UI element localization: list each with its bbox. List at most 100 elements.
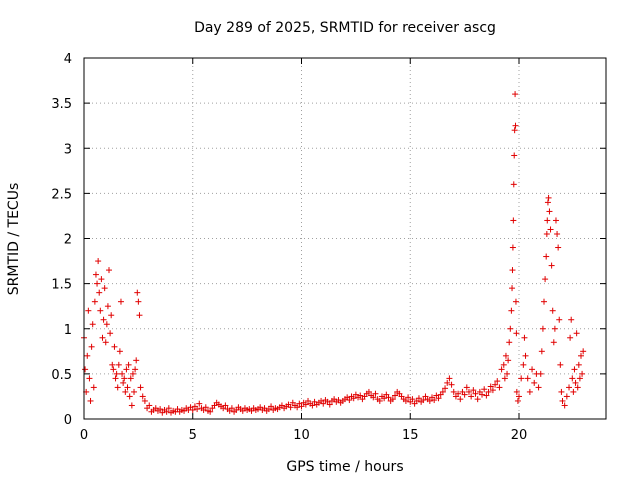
data-point [165,405,172,412]
data-point [509,285,516,292]
ticks: 0 5 10 15 20 0 0.5 1 1.5 2 2.5 3 3.5 4 [51,52,606,443]
y-tick-label: 3 [64,142,72,157]
data-point [512,298,519,305]
data-point [568,316,575,323]
data-point [511,152,518,159]
data-point [531,379,538,386]
data-point [372,390,379,397]
data-point [189,406,196,413]
chart-title: Day 289 of 2025, SRMTID for receiver asc… [194,20,496,36]
data-point [298,403,305,410]
data-point [431,397,438,404]
data-point [487,383,494,390]
data-point [566,384,573,391]
y-tick-label: 3.5 [51,97,72,112]
data-point [132,366,139,373]
data-point [409,396,416,403]
data-point [346,397,353,404]
data-point [228,405,235,412]
data-point [86,375,93,382]
data-point [510,181,517,188]
x-tick-label: 5 [189,428,197,443]
data-point [207,408,214,415]
data-point [521,334,528,341]
data-point [556,316,563,323]
data-point [513,388,520,395]
data-point [506,339,513,346]
data-point [113,370,120,377]
data-point [95,258,102,265]
data-point [559,397,566,404]
data-point [103,321,110,328]
data-point [543,230,550,237]
data-point [97,307,104,314]
y-tick-label: 0 [64,413,72,428]
data-point [546,208,553,215]
data-point [570,388,577,395]
data-point [302,401,309,408]
x-tick-label: 20 [511,428,528,443]
data-point [136,312,143,319]
data-point [509,244,516,251]
data-point [558,388,565,395]
data-point [507,325,514,332]
data-point [88,343,95,350]
data-point [135,298,142,305]
data-point [120,379,127,386]
data-point [577,352,584,359]
data-point [112,375,119,382]
data-point [498,366,505,373]
data-point [163,408,170,415]
data-point [537,370,544,377]
data-point [575,361,582,368]
data-point [550,339,557,346]
data-point [365,388,372,395]
data-point [133,357,140,364]
data-point [126,393,133,400]
data-point [461,391,468,398]
data-point [102,339,109,346]
data-point [117,298,124,305]
data-point [563,393,570,400]
data-point [222,402,229,409]
data-point [543,253,550,260]
data-point [107,330,114,337]
data-point [442,385,449,392]
data-point [502,352,509,359]
data-point [82,366,89,373]
data-point [84,352,91,359]
x-tick-label: 10 [293,428,310,443]
data-point [405,394,412,401]
data-point [121,375,128,382]
data-point [294,404,301,411]
data-point [567,334,574,341]
data-point [402,397,409,404]
data-point [483,392,490,399]
data-point [131,388,138,395]
data-point [522,352,529,359]
data-point [100,316,107,323]
y-axis-label: SRMTID / TECUs [6,183,22,296]
data-point [129,370,136,377]
data-point [472,390,479,397]
data-point [535,384,542,391]
data-point [504,370,511,377]
data-points [81,91,587,416]
data-point [446,375,453,382]
data-point [444,379,451,386]
data-point [479,391,486,398]
data-point [539,325,546,332]
data-point [128,402,135,409]
data-point [141,397,148,404]
data-point [470,387,477,394]
data-point [196,400,203,407]
data-point [376,397,383,404]
data-point [96,289,103,296]
data-point [385,394,392,401]
data-point [538,348,545,355]
x-tick-label: 15 [402,428,419,443]
data-point [457,396,464,403]
data-point [435,395,442,402]
y-tick-label: 4 [64,52,72,67]
data-point [572,379,579,386]
